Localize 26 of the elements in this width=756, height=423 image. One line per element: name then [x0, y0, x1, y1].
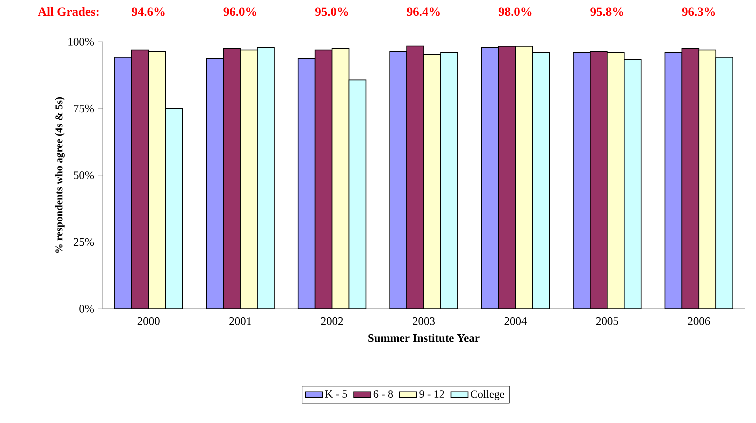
x-tick-label: 2002: [321, 318, 344, 326]
legend-label: 9 - 12: [420, 390, 444, 398]
y-tick-label: 75%: [74, 104, 94, 113]
text: All Grades:: [38, 7, 99, 16]
x-tick-label: 2003: [413, 318, 436, 326]
legend-label: College: [471, 390, 504, 400]
legend-label: 6 - 8: [374, 390, 394, 398]
text: 96.0%: [224, 8, 257, 16]
x-tick-label: 2000: [138, 318, 160, 326]
x-tick-label: 2006: [688, 318, 710, 326]
y-tick-label: 0%: [80, 305, 94, 313]
text: 95.8%: [590, 8, 624, 16]
y-tick-label: 25%: [74, 238, 94, 246]
x-tick-label: 2005: [596, 318, 618, 326]
x-tick-label: 2001: [230, 318, 252, 326]
text: 94.6%: [132, 8, 165, 16]
text: 98.0%: [498, 8, 532, 16]
legend-label: K - 5: [325, 390, 348, 398]
text: 96.4%: [407, 8, 440, 16]
x-tick-label: 2004: [504, 318, 527, 326]
y-axis-title: % respondents who agree (4s & 5s): [55, 97, 65, 253]
x-axis-title: Summer Institute Year: [368, 334, 480, 342]
text: 95.0%: [316, 8, 348, 16]
text: 96.3%: [682, 8, 716, 16]
y-tick-label: 100%: [68, 38, 94, 46]
y-tick-label: 50%: [74, 172, 94, 180]
